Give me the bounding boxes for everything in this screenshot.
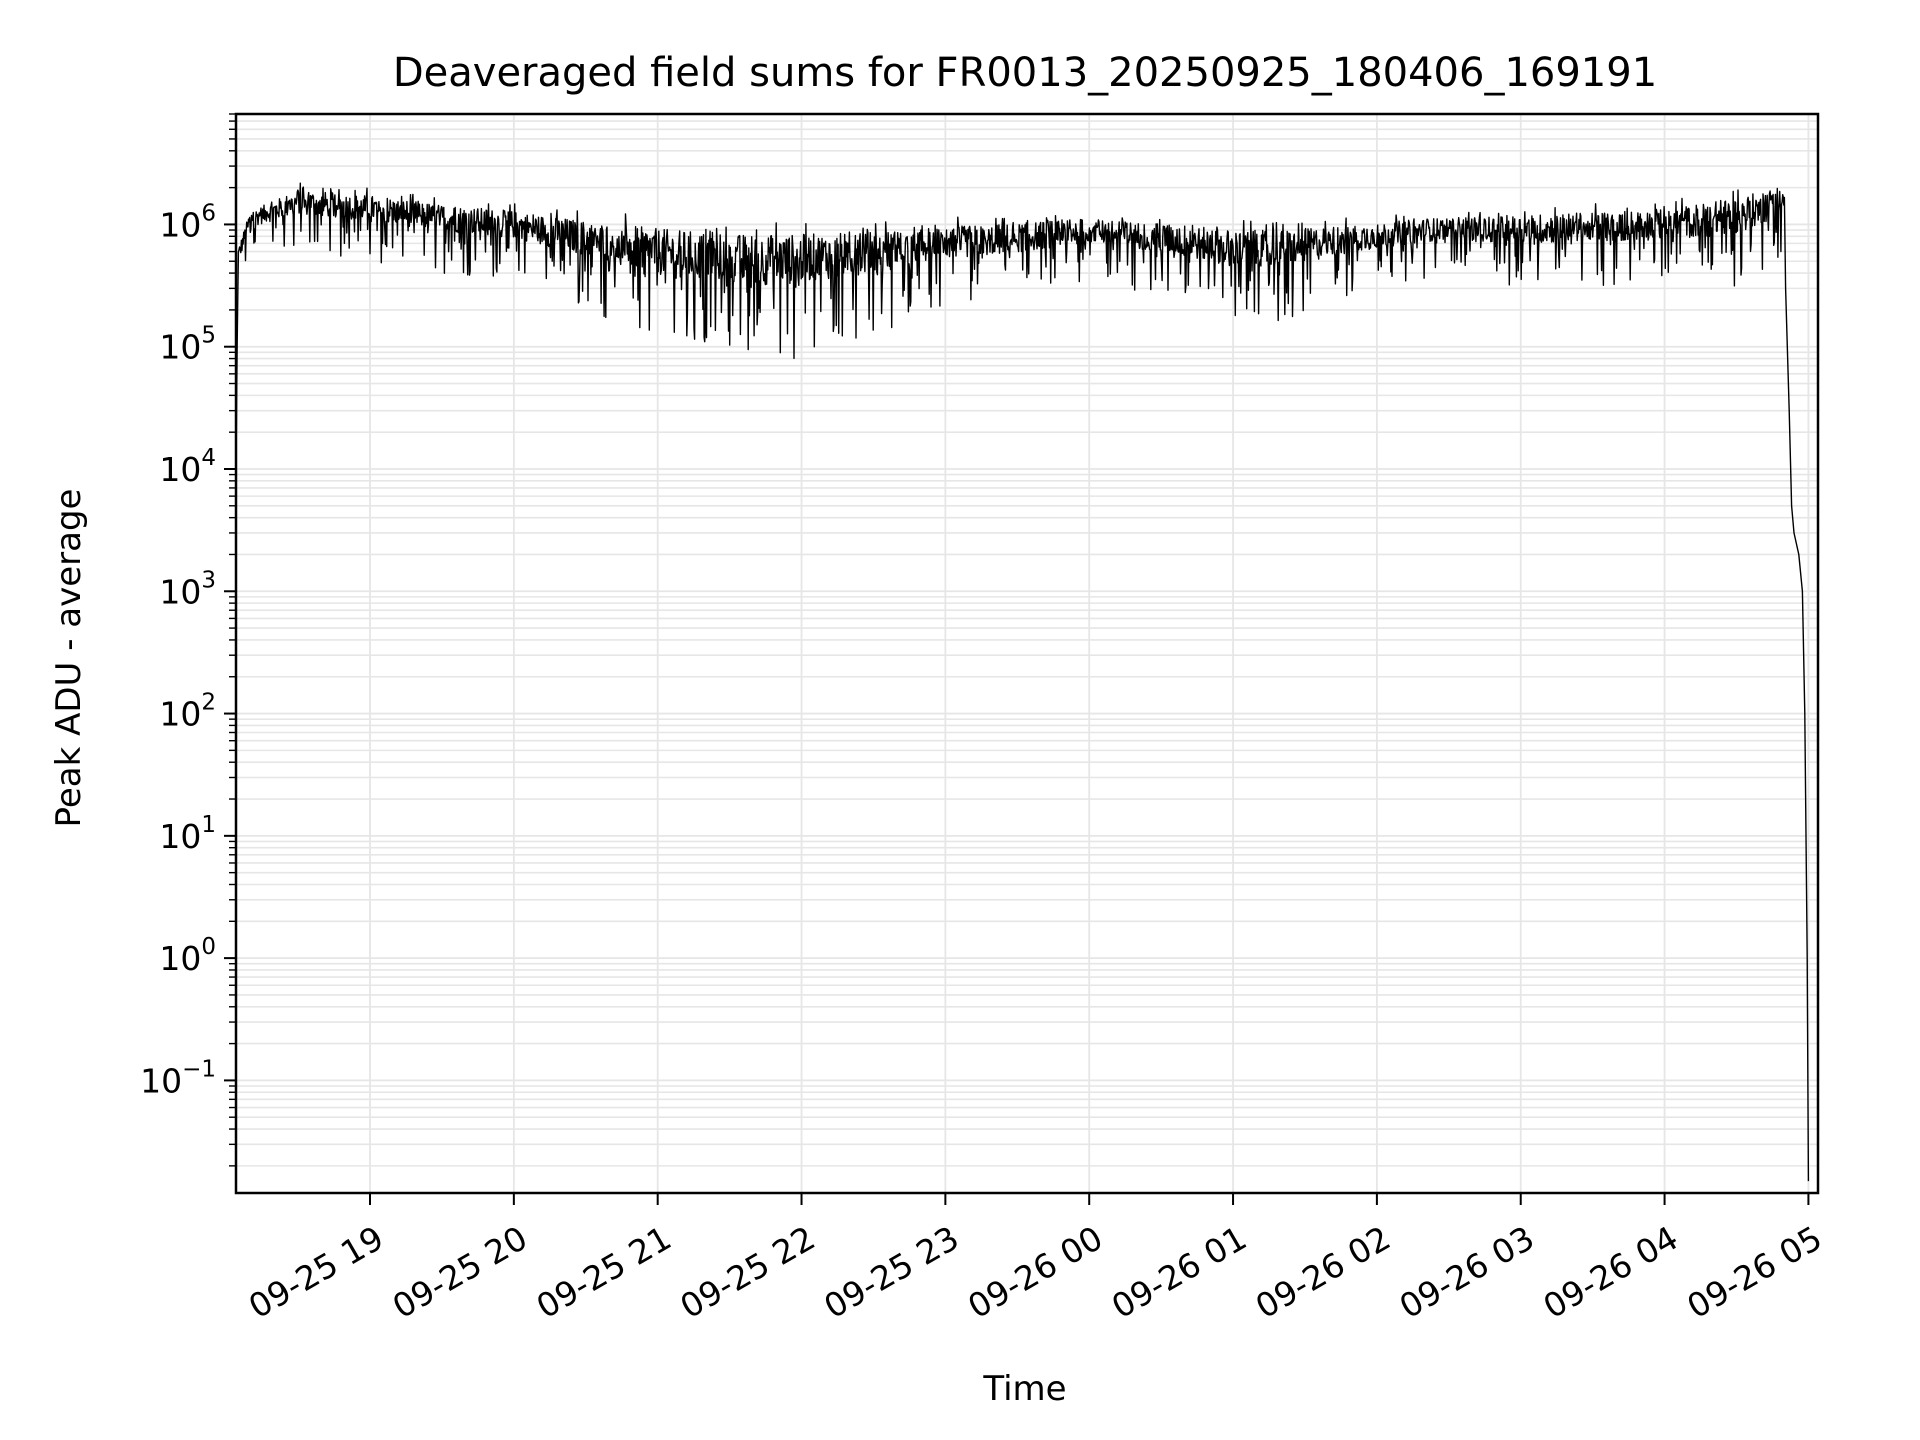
x-tick-label: 09-26 01 — [1105, 1218, 1253, 1326]
series-line — [235, 182, 1810, 1182]
plot-frame — [234, 112, 1820, 1195]
x-tick-label: 09-25 19 — [242, 1218, 390, 1326]
y-tick-label: 10−1 — [140, 1056, 216, 1100]
x-tick-label: 09-26 02 — [1249, 1218, 1397, 1326]
y-tick-label: 104 — [159, 445, 216, 489]
x-tick-label: 09-25 20 — [386, 1218, 534, 1326]
y-axis-ticks: 106 105 104 103 102 101 100 10−1 — [140, 113, 236, 1167]
x-tick-label: 09-25 21 — [530, 1218, 678, 1326]
data-series — [235, 182, 1810, 1182]
y-tick-label: 102 — [159, 690, 216, 734]
chart-title: Deaveraged field sums for FR0013_2025092… — [393, 50, 1657, 96]
x-tick-label: 09-26 05 — [1680, 1218, 1828, 1326]
y-tick-label: 105 — [159, 323, 216, 367]
x-axis-label: Time — [982, 1369, 1066, 1409]
x-tick-label: 09-25 22 — [674, 1218, 822, 1326]
y-tick-label: 101 — [159, 812, 216, 856]
x-tick-label: 09-26 00 — [961, 1218, 1109, 1326]
y-axis-label: Peak ADU - average — [49, 489, 89, 828]
x-tick-label: 09-25 23 — [817, 1218, 965, 1326]
y-tick-label: 103 — [159, 567, 216, 611]
x-tick-label: 09-26 04 — [1537, 1218, 1685, 1326]
y-tick-label: 106 — [159, 200, 216, 244]
x-tick-label: 09-26 03 — [1393, 1218, 1541, 1326]
y-tick-label: 100 — [159, 934, 216, 978]
